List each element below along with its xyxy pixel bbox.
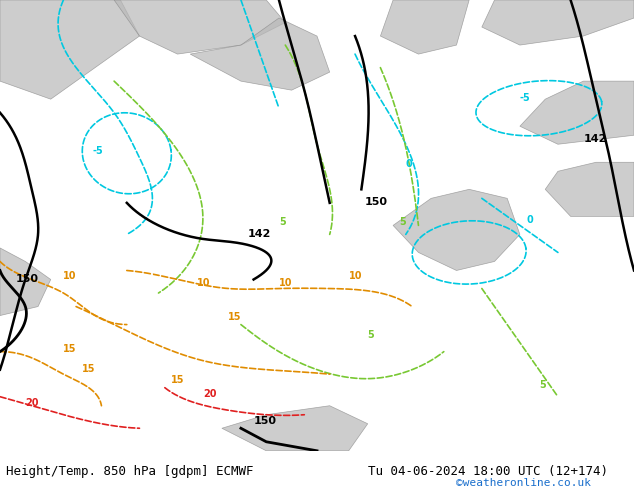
Text: 0: 0 [406, 159, 413, 169]
Text: 0: 0 [526, 215, 533, 225]
Text: 5: 5 [368, 330, 375, 340]
Text: 142: 142 [583, 134, 607, 144]
Polygon shape [482, 0, 634, 45]
Text: 150: 150 [16, 274, 39, 284]
Text: 20: 20 [25, 398, 39, 408]
Text: 15: 15 [63, 343, 77, 354]
Text: 150: 150 [254, 416, 276, 426]
Text: Height/Temp. 850 hPa [gdpm] ECMWF: Height/Temp. 850 hPa [gdpm] ECMWF [6, 465, 254, 478]
Text: 15: 15 [228, 312, 242, 322]
Text: -5: -5 [520, 94, 531, 103]
Polygon shape [222, 406, 368, 451]
Text: 20: 20 [203, 389, 216, 399]
Polygon shape [520, 81, 634, 144]
Text: Tu 04-06-2024 18:00 UTC (12+174): Tu 04-06-2024 18:00 UTC (12+174) [368, 465, 608, 478]
Text: 150: 150 [365, 197, 387, 207]
Polygon shape [190, 18, 330, 90]
Polygon shape [0, 0, 139, 99]
Text: 10: 10 [349, 271, 362, 281]
Text: 142: 142 [247, 229, 271, 239]
Text: 10: 10 [197, 278, 210, 288]
Text: 10: 10 [63, 271, 77, 281]
Polygon shape [0, 248, 51, 316]
Text: 5: 5 [539, 380, 546, 390]
Polygon shape [393, 189, 520, 270]
Text: -5: -5 [93, 146, 103, 156]
Text: 5: 5 [279, 218, 286, 227]
Text: 10: 10 [279, 278, 292, 288]
Polygon shape [114, 0, 285, 54]
Text: ©weatheronline.co.uk: ©weatheronline.co.uk [456, 478, 592, 488]
Text: 15: 15 [82, 364, 96, 374]
Text: 15: 15 [171, 375, 184, 385]
Text: 5: 5 [399, 218, 406, 227]
Polygon shape [380, 0, 469, 54]
Polygon shape [545, 162, 634, 217]
